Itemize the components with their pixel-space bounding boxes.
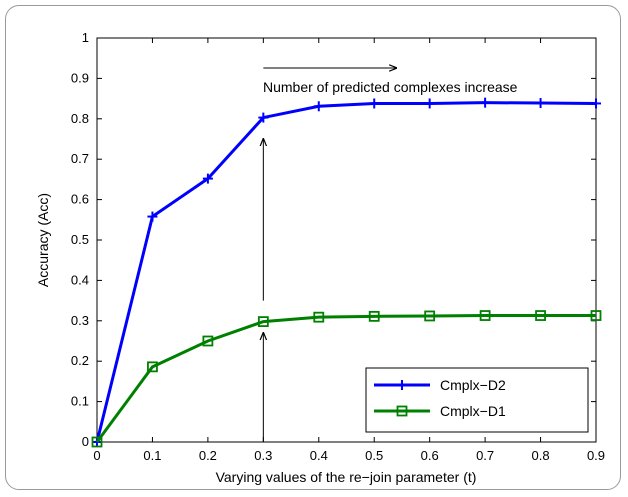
square-marker <box>479 310 491 321</box>
square-marker <box>396 405 408 417</box>
legend: Cmplx−D2 Cmplx−D1 <box>365 367 589 433</box>
x-tick-label: 0.3 <box>254 448 272 463</box>
series-line <box>95 314 596 443</box>
y-tick-label: 1 <box>82 30 89 45</box>
legend-entry: Cmplx−D2 <box>374 377 506 393</box>
square-marker <box>91 436 103 448</box>
x-tick-label: 0 <box>93 448 100 463</box>
square-marker <box>147 361 158 373</box>
series-line <box>95 101 597 443</box>
x-axis-title: Varying values of the re−join parameter … <box>216 469 477 485</box>
legend-label: Cmplx−D1 <box>440 403 506 419</box>
x-tick-label: 0.8 <box>532 448 550 463</box>
x-tick-label: 0.6 <box>421 448 439 463</box>
y-tick-label: 0.7 <box>71 151 89 166</box>
x-tick-label: 0.5 <box>365 448 383 463</box>
square-marker <box>257 316 269 328</box>
square-marker <box>535 310 546 321</box>
series-2 <box>91 310 602 448</box>
y-tick-label: 0.9 <box>71 70 89 85</box>
y-tick-label: 0.4 <box>71 272 89 287</box>
x-tick-label: 0.9 <box>587 448 605 463</box>
square-marker <box>368 310 380 322</box>
legend-entry: Cmplx−D1 <box>374 403 506 419</box>
x-tick-label: 0.2 <box>199 448 217 463</box>
y-tick-label: 0 <box>82 434 89 449</box>
annotation-text: Number of predicted complexes increase <box>263 79 518 95</box>
legend-label: Cmplx−D2 <box>440 377 506 393</box>
y-tick-label: 0.1 <box>71 394 89 409</box>
y-tick-label: 0.6 <box>71 192 89 207</box>
y-tick-label: 0.2 <box>71 353 89 368</box>
y-axis-title: Accuracy (Acc) <box>35 193 51 287</box>
square-marker <box>313 311 325 323</box>
x-tick-label: 0.1 <box>143 448 161 463</box>
square-marker <box>202 335 214 347</box>
square-marker <box>424 310 436 322</box>
y-tick-label: 0.8 <box>71 111 89 126</box>
legend-box <box>365 367 589 433</box>
x-tick-label: 0.7 <box>476 448 494 463</box>
y-tick-label: 0.3 <box>71 313 89 328</box>
x-tick-label: 0.4 <box>310 448 328 463</box>
square-marker <box>590 310 602 321</box>
y-tick-label: 0.5 <box>71 232 89 247</box>
